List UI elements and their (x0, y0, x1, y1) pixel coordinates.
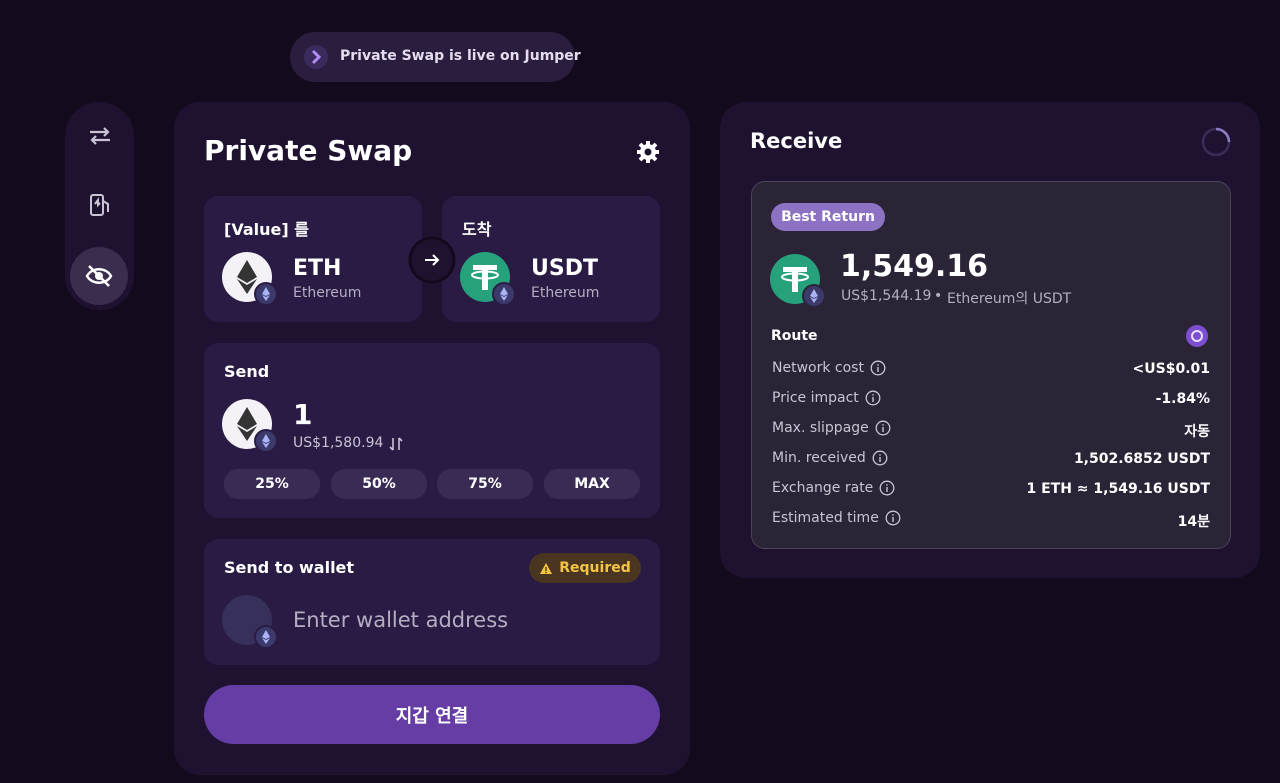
to-label: 도착 (462, 220, 492, 239)
detail-label-row: Max. slippage (772, 420, 891, 436)
preset-button[interactable]: 75% (437, 469, 533, 499)
from-chain: Ethereum (293, 285, 362, 301)
settings-icon[interactable] (636, 140, 660, 164)
info-icon[interactable] (885, 510, 901, 526)
warning-icon (540, 562, 553, 574)
dot-separator: • (934, 288, 943, 304)
toggle-icon[interactable] (389, 436, 403, 452)
detail-value: 1 ETH ≈ 1,549.16 USDT (1026, 481, 1210, 497)
detail-label: Max. slippage (772, 420, 869, 436)
detail-label: Estimated time (772, 510, 879, 526)
detail-label-row: Price impact (772, 390, 881, 406)
send-amount-input[interactable]: 1 (293, 398, 313, 431)
route-label: Route (771, 328, 818, 344)
from-token-box[interactable]: [Value] 를 ETH Ethereum (204, 196, 422, 322)
to-token: USDT (531, 256, 598, 281)
banner-text: Private Swap is live on Jumper (340, 48, 581, 64)
eth-icon (222, 252, 278, 306)
detail-label: Price impact (772, 390, 859, 406)
announcement-banner[interactable]: Private Swap is live on Jumper (290, 32, 581, 82)
info-icon[interactable] (875, 420, 891, 436)
send-box: Send 1 US$1,580.94 25% 50% 75% MAX (204, 343, 660, 518)
to-token-box[interactable]: 도착 USDT Ethereum (442, 196, 660, 322)
usdt-icon (460, 252, 516, 306)
refresh-indicator[interactable] (1200, 126, 1232, 158)
receive-usd: US$1,544.19 (841, 288, 932, 304)
send-usd: US$1,580.94 (293, 435, 384, 451)
info-icon[interactable] (865, 390, 881, 406)
detail-label-row: Network cost (772, 360, 886, 376)
detail-value: <US$0.01 (1132, 361, 1210, 377)
detail-label-row: Min. received (772, 450, 888, 466)
wallet-address-input[interactable]: Enter wallet address (293, 608, 509, 632)
detail-value: -1.84% (1155, 391, 1210, 407)
route-provider-icon (1186, 325, 1208, 347)
switch-direction-button[interactable] (408, 236, 456, 284)
swap-nav-icon[interactable] (87, 124, 113, 148)
best-return-badge: Best Return (771, 203, 885, 231)
send-label: Send (224, 362, 270, 381)
swap-title: Private Swap (204, 134, 413, 167)
info-icon[interactable] (870, 360, 886, 376)
to-chain: Ethereum (531, 285, 600, 301)
send-eth-icon (222, 399, 278, 453)
required-badge: Required (529, 553, 641, 583)
wallet-label: Send to wallet (224, 558, 355, 577)
receive-card: Receive Best Return 1,549.16 US$1,544.19… (720, 102, 1260, 578)
preset-button[interactable]: 50% (331, 469, 427, 499)
from-label: [Value] 를 (224, 220, 309, 239)
detail-value: 자동 (1184, 424, 1210, 440)
jumper-icon (304, 45, 328, 69)
swap-card: Private Swap [Value] 를 ETH Ethereum 도착 U… (174, 102, 690, 775)
receive-network: Ethereum의 USDT (947, 291, 1072, 307)
info-icon[interactable] (872, 450, 888, 466)
detail-label: Network cost (772, 360, 864, 376)
detail-label-row: Exchange rate (772, 480, 895, 496)
from-token: ETH (293, 256, 342, 281)
sidebar (65, 102, 134, 310)
gas-nav-icon[interactable] (88, 192, 112, 218)
detail-value: 1,502.6852 USDT (1073, 451, 1210, 467)
usdt-icon (770, 254, 826, 308)
preset-button[interactable]: 25% (224, 469, 320, 499)
eye-off-icon (85, 265, 113, 287)
wallet-avatar (222, 595, 278, 649)
required-text: Required (559, 560, 631, 576)
connect-wallet-button[interactable]: 지갑 연결 (204, 685, 660, 744)
info-icon[interactable] (879, 480, 895, 496)
detail-label-row: Estimated time (772, 510, 901, 526)
detail-value: 14분 (1177, 514, 1210, 530)
private-nav-active[interactable] (70, 247, 128, 305)
receive-title: Receive (750, 129, 843, 153)
detail-label: Exchange rate (772, 480, 874, 496)
receive-amount: 1,549.16 (840, 249, 989, 284)
wallet-box: Send to wallet Required Enter wallet add… (204, 539, 660, 665)
preset-button[interactable]: MAX (544, 469, 640, 499)
detail-label: Min. received (772, 450, 866, 466)
route-card[interactable]: Best Return 1,549.16 US$1,544.19 • Ether… (751, 181, 1231, 549)
